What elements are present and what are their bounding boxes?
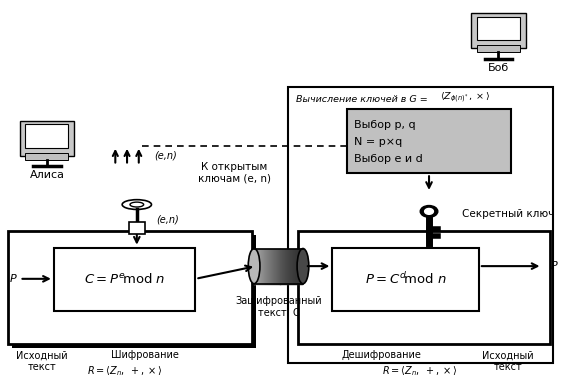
Text: Зашифрованный
текст, C: Зашифрованный текст, C xyxy=(235,296,322,318)
Bar xyxy=(20,120,74,156)
Bar xyxy=(471,13,526,48)
Bar xyxy=(11,235,256,348)
Text: $C = P^e\!\mathrm{mod}\ n$: $C = P^e\!\mathrm{mod}\ n$ xyxy=(84,272,166,286)
Text: $R=\langle Z_n,\ +,\times\rangle$: $R=\langle Z_n,\ +,\times\rangle$ xyxy=(382,364,458,378)
Ellipse shape xyxy=(425,208,433,215)
Text: Выбор p, q: Выбор p, q xyxy=(354,120,416,130)
Text: (e,n): (e,n) xyxy=(156,214,179,224)
Text: Исходный
текст: Исходный текст xyxy=(16,350,68,372)
Text: P: P xyxy=(550,261,557,271)
Text: $P = C^d\!\mathrm{mod}\ n$: $P = C^d\!\mathrm{mod}\ n$ xyxy=(364,271,447,287)
Text: Боб: Боб xyxy=(488,63,509,73)
Bar xyxy=(332,248,479,311)
Bar xyxy=(298,231,550,344)
Text: $R=\langle Z_n,\ +,\times\rangle$: $R=\langle Z_n,\ +,\times\rangle$ xyxy=(87,364,163,378)
Text: Шифрование: Шифрование xyxy=(111,350,179,360)
Bar xyxy=(477,17,520,40)
Text: N = p×q: N = p×q xyxy=(354,137,402,147)
Text: Секретный ключ: Секретный ключ xyxy=(462,209,554,219)
Text: P: P xyxy=(10,274,17,284)
Text: Дешифрование: Дешифрование xyxy=(341,350,421,360)
Text: Выбор e и d: Выбор e и d xyxy=(354,154,422,163)
Bar xyxy=(254,248,303,284)
Ellipse shape xyxy=(420,205,438,217)
Ellipse shape xyxy=(248,248,260,284)
Bar xyxy=(129,222,145,234)
Text: Вычисление ключей в G =: Вычисление ключей в G = xyxy=(296,94,431,104)
Text: Исходный
текст: Исходный текст xyxy=(482,350,534,372)
Bar xyxy=(25,153,68,160)
Ellipse shape xyxy=(122,200,152,210)
Bar xyxy=(25,125,68,148)
Text: Алиса: Алиса xyxy=(29,170,64,180)
Bar xyxy=(288,87,553,363)
Bar xyxy=(302,235,554,348)
Text: К открытым
ключам (e, n): К открытым ключам (e, n) xyxy=(198,162,271,183)
Ellipse shape xyxy=(297,248,309,284)
Bar xyxy=(8,231,252,344)
Ellipse shape xyxy=(130,202,144,207)
Text: $\langle Z_{\phi(n)^*}, \times \rangle$: $\langle Z_{\phi(n)^*}, \times \rangle$ xyxy=(440,91,490,105)
Bar xyxy=(54,248,196,311)
Text: (e,n): (e,n) xyxy=(154,151,177,161)
Bar xyxy=(477,45,520,52)
Bar xyxy=(347,109,511,173)
